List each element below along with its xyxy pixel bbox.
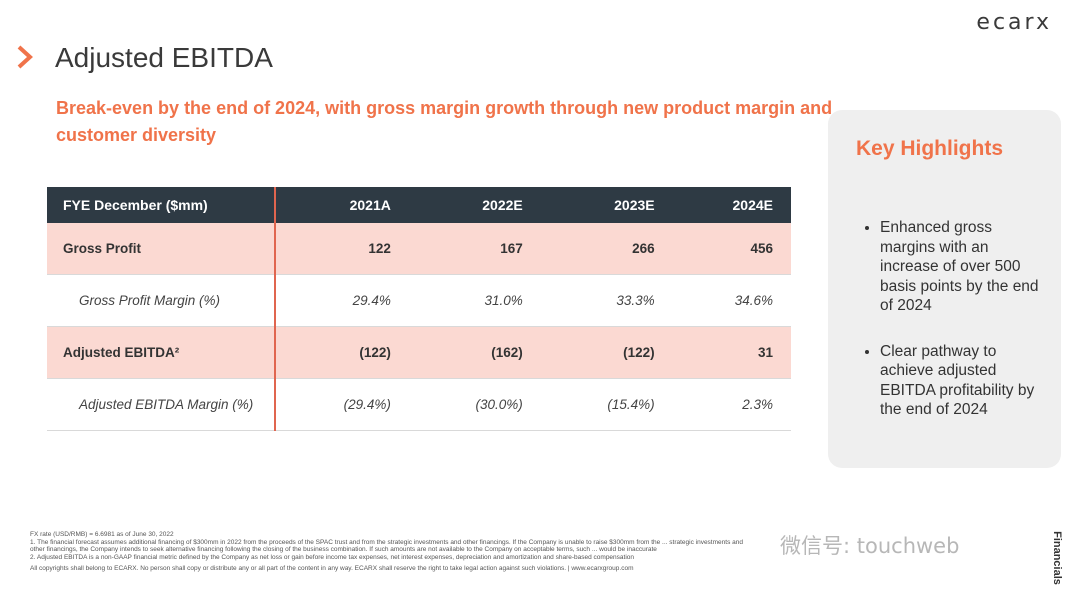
ecarx-logo: ecarx	[976, 10, 1052, 35]
section-label: Financials	[1050, 531, 1063, 585]
page-subtitle: Break-even by the end of 2024, with gros…	[56, 98, 833, 145]
cell-value: 122	[275, 223, 409, 275]
cell-value: 33.3%	[540, 274, 673, 327]
highlights-list: Enhanced gross margins with an increase …	[842, 218, 1050, 446]
cell-value: 31.0%	[408, 274, 541, 327]
page-title: Adjusted EBITDA	[55, 42, 273, 73]
wechat-watermark: 微信号: touchweb	[780, 534, 960, 558]
copyright-note: All copyrights shall belong to ECARX. No…	[30, 565, 634, 573]
cell-value: 34.6%	[672, 274, 791, 327]
cell-value: 31	[672, 326, 791, 379]
header-label: FYE December ($mm)	[47, 187, 276, 223]
row-label: Adjusted EBITDA Margin (%)	[47, 378, 276, 431]
highlights-title: Key Highlights	[856, 137, 1004, 160]
highlight-item: Clear pathway to achieve adjusted EBITDA…	[880, 342, 1050, 420]
table-row-gross-profit: Gross Profit 122 167 266 456	[47, 223, 791, 275]
header-year: 2022E	[408, 187, 541, 223]
header-year: 2021A	[275, 187, 409, 223]
footnote-1: 1. The financial forecast assumes additi…	[30, 538, 743, 554]
cell-value: (162)	[408, 326, 541, 379]
header-year: 2024E	[672, 187, 791, 223]
cell-value: 29.4%	[275, 274, 409, 327]
fx-note: FX rate (USD/RMB) = 6.6981 as of June 30…	[30, 531, 174, 538]
cell-value: 266	[540, 223, 673, 275]
header-year: 2023E	[540, 187, 673, 223]
financial-table: FYE December ($mm) 2021A 2022E 2023E 202…	[47, 187, 791, 431]
row-label: Adjusted EBITDA²	[47, 326, 276, 379]
table-row-adjusted-ebitda-margin: Adjusted EBITDA Margin (%) (29.4%) (30.0…	[47, 378, 791, 431]
cell-value: (122)	[540, 326, 673, 379]
footnotes: FX rate (USD/RMB) = 6.6981 as of June 30…	[30, 531, 750, 573]
cell-value: 2.3%	[672, 378, 791, 431]
cell-value: (29.4%)	[275, 378, 409, 431]
row-label: Gross Profit Margin (%)	[47, 274, 276, 327]
cell-value: (122)	[275, 326, 409, 379]
cell-value: (30.0%)	[408, 378, 541, 431]
table-row-adjusted-ebitda: Adjusted EBITDA² (122) (162) (122) 31	[47, 326, 791, 379]
table-row-gross-profit-margin: Gross Profit Margin (%) 29.4% 31.0% 33.3…	[47, 274, 791, 327]
table-header-row: FYE December ($mm) 2021A 2022E 2023E 202…	[47, 187, 791, 223]
cell-value: (15.4%)	[540, 378, 673, 431]
row-label: Gross Profit	[47, 223, 276, 275]
key-highlights-panel: Key Highlights Enhanced gross margins wi…	[828, 110, 1061, 468]
chevron-right-icon	[17, 45, 33, 69]
footnote-2: 2. Adjusted EBITDA is a non-GAAP financi…	[30, 553, 635, 561]
cell-value: 456	[672, 223, 791, 275]
cell-value: 167	[408, 223, 541, 275]
highlight-item: Enhanced gross margins with an increase …	[880, 218, 1050, 316]
